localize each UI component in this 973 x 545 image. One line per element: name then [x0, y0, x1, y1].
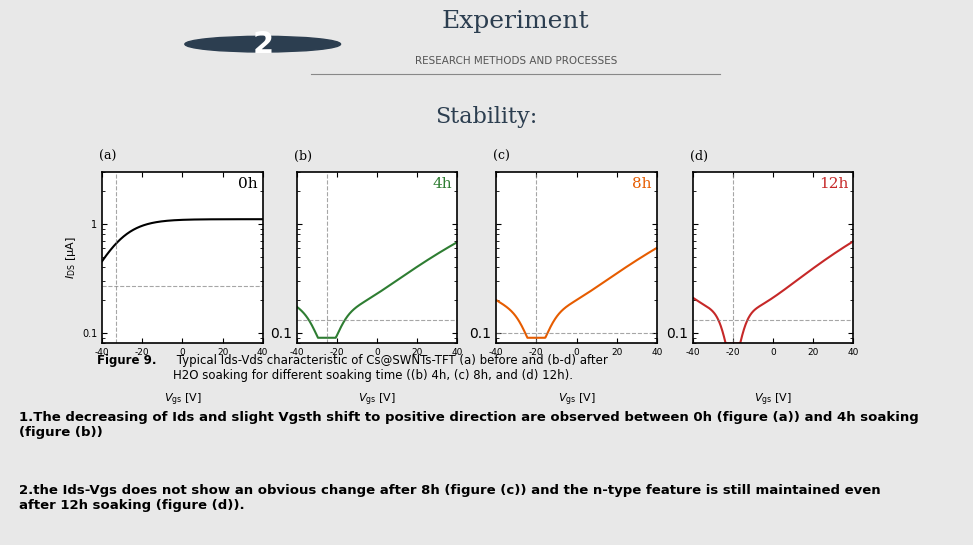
Text: 8h: 8h [632, 177, 652, 191]
Text: 0h: 0h [238, 177, 258, 191]
Text: 12h: 12h [819, 177, 848, 191]
Text: Figure 9.: Figure 9. [97, 354, 157, 367]
Text: (c): (c) [493, 150, 510, 163]
Text: (a): (a) [99, 150, 117, 163]
Text: $V_\mathregular{gs}$ [V]: $V_\mathregular{gs}$ [V] [358, 391, 396, 408]
Text: 1.The decreasing of Ids and slight Vgsth shift to positive direction are observe: 1.The decreasing of Ids and slight Vgsth… [19, 411, 919, 439]
Text: Stability:: Stability: [435, 106, 538, 128]
Text: (b): (b) [294, 150, 311, 163]
Y-axis label: $I_\mathregular{DS}$ [μA]: $I_\mathregular{DS}$ [μA] [64, 236, 78, 279]
Text: Typical Ids-Vds characteristic of Cs@SWNTs-TFT (a) before and (b-d) after
H2O so: Typical Ids-Vds characteristic of Cs@SWN… [173, 354, 608, 382]
Text: $V_\mathregular{gs}$ [V]: $V_\mathregular{gs}$ [V] [558, 391, 595, 408]
Circle shape [185, 37, 341, 52]
Text: 2.the Ids-Vgs does not show an obvious change after 8h (figure (c)) and the n-ty: 2.the Ids-Vgs does not show an obvious c… [19, 484, 882, 512]
Text: $V_\mathregular{gs}$ [V]: $V_\mathregular{gs}$ [V] [163, 391, 201, 408]
Text: 4h: 4h [433, 177, 452, 191]
Text: (d): (d) [690, 150, 707, 163]
Text: RESEARCH METHODS AND PROCESSES: RESEARCH METHODS AND PROCESSES [414, 56, 617, 66]
Text: 2: 2 [252, 29, 273, 59]
Text: $V_\mathregular{gs}$ [V]: $V_\mathregular{gs}$ [V] [754, 391, 792, 408]
Text: Experiment: Experiment [442, 10, 590, 33]
